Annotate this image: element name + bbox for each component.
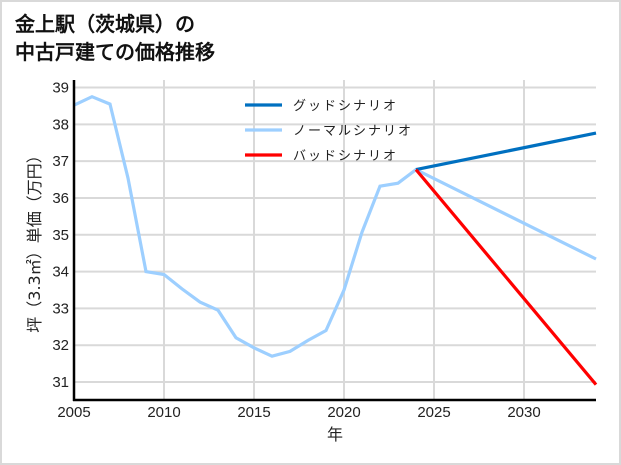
series-line-0	[415, 131, 597, 172]
y-tick-label: 32	[52, 337, 69, 354]
y-tick-label: 33	[52, 300, 69, 317]
y-tick-label: 39	[52, 80, 69, 97]
y-tick-label: 31	[52, 374, 69, 391]
legend-label: ノーマルシナリオ	[293, 124, 413, 139]
series-line-1	[73, 94, 597, 358]
x-tick-label: 2025	[417, 404, 450, 421]
x-tick-label: 2020	[327, 404, 360, 421]
legend-label: バッドシナリオ	[293, 149, 398, 164]
x-tick-label: 2015	[237, 404, 270, 421]
chart-title: 金上駅（茨城県）の 中古戸建ての価格推移	[15, 10, 215, 66]
x-axis-label: 年	[327, 425, 343, 444]
x-tick-label: 2010	[147, 404, 180, 421]
x-tick-label: 2005	[57, 404, 90, 421]
y-tick-label: 38	[52, 116, 69, 133]
legend-label: グッドシナリオ	[293, 99, 398, 114]
x-tick-label: 2030	[507, 404, 540, 421]
y-tick-label: 36	[52, 190, 69, 207]
axes	[72, 80, 596, 402]
chart-title-line1: 金上駅（茨城県）の	[15, 12, 195, 36]
data-series	[73, 94, 598, 386]
y-tick-label: 34	[52, 264, 69, 281]
chart-title-line2: 中古戸建ての価格推移	[15, 40, 215, 64]
tick-labels: 31 32 33 34 35 36 37 38 39 2005 2010 2015 2020 2025 20…	[52, 80, 540, 422]
series-line-2	[414, 168, 598, 386]
y-tick-label: 35	[52, 227, 69, 244]
y-axis-label: 坪（3.3㎡）単価（万円）	[25, 147, 44, 332]
y-tick-label: 37	[52, 153, 69, 170]
